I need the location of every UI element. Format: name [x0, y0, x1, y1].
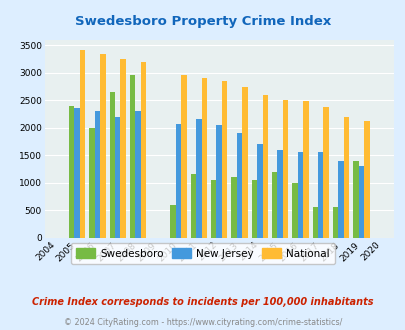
Legend: Swedesboro, New Jersey, National: Swedesboro, New Jersey, National [71, 243, 334, 264]
Bar [292, 182, 297, 238]
Bar [109, 92, 115, 238]
Bar [352, 161, 358, 238]
Bar [115, 116, 120, 238]
Bar [242, 87, 247, 238]
Text: Swedesboro Property Crime Index: Swedesboro Property Crime Index [75, 15, 330, 28]
Bar [135, 111, 141, 238]
Bar [130, 75, 135, 238]
Bar [358, 166, 363, 238]
Bar [211, 180, 216, 238]
Bar [236, 133, 242, 238]
Bar [332, 207, 337, 238]
Bar [201, 78, 207, 238]
Bar [69, 106, 74, 238]
Bar [181, 75, 186, 238]
Bar [190, 174, 196, 238]
Bar [222, 81, 227, 238]
Bar [100, 54, 105, 238]
Bar [337, 161, 343, 238]
Bar [256, 144, 262, 238]
Bar [89, 128, 94, 238]
Bar [141, 62, 146, 238]
Bar [231, 177, 236, 238]
Bar [74, 108, 80, 238]
Bar [282, 100, 288, 238]
Bar [277, 149, 282, 238]
Bar [271, 172, 277, 238]
Bar [175, 124, 181, 238]
Text: © 2024 CityRating.com - https://www.cityrating.com/crime-statistics/: © 2024 CityRating.com - https://www.city… [64, 318, 341, 327]
Bar [170, 205, 175, 238]
Bar [317, 152, 323, 238]
Bar [216, 125, 222, 238]
Bar [303, 101, 308, 238]
Bar [297, 152, 303, 238]
Bar [80, 50, 85, 238]
Bar [312, 207, 317, 238]
Bar [251, 180, 256, 238]
Bar [323, 107, 328, 238]
Text: Crime Index corresponds to incidents per 100,000 inhabitants: Crime Index corresponds to incidents per… [32, 297, 373, 307]
Bar [94, 111, 100, 238]
Bar [363, 121, 369, 238]
Bar [343, 116, 348, 238]
Bar [196, 119, 201, 238]
Bar [262, 95, 267, 238]
Bar [120, 59, 126, 238]
